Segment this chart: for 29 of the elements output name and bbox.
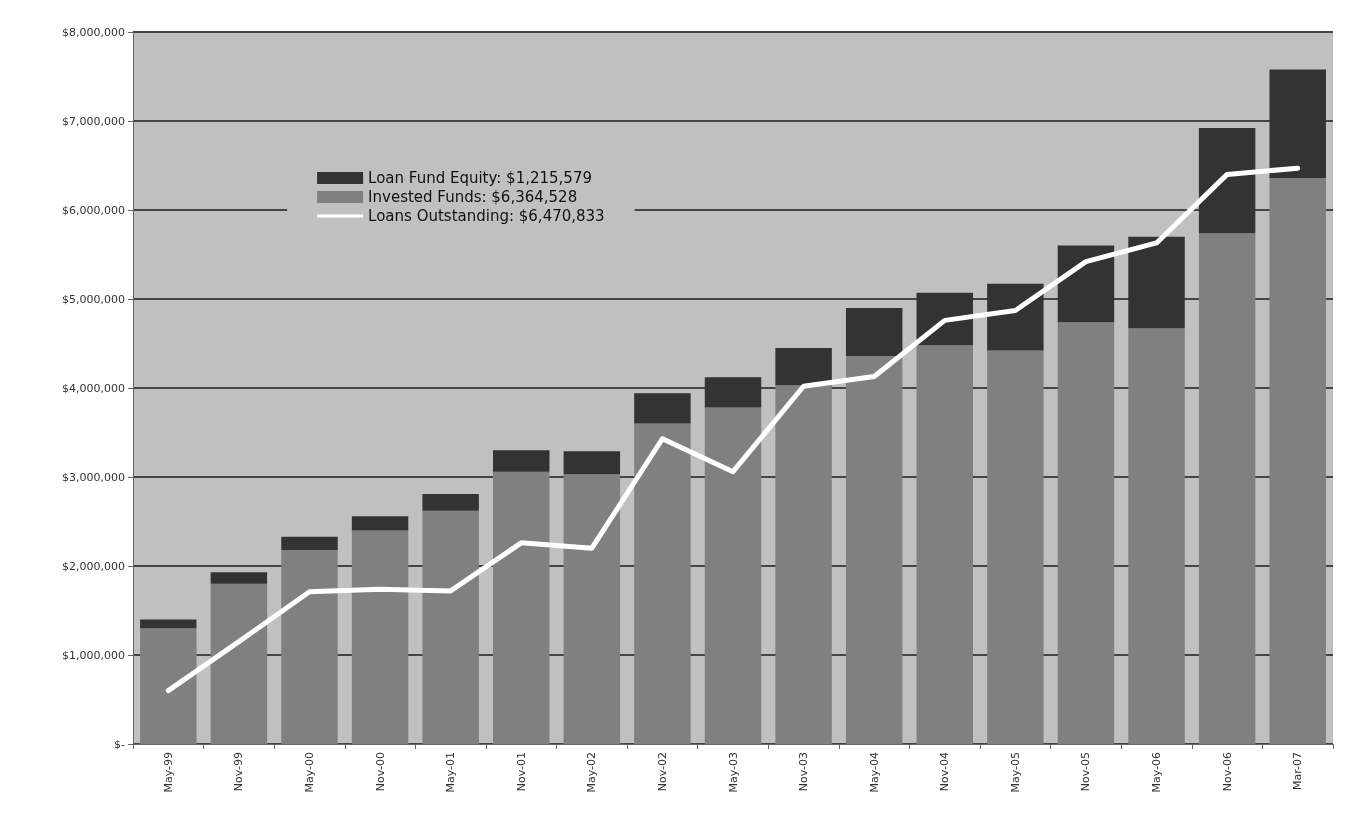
y-tick-label: $7,000,000 xyxy=(62,114,125,128)
legend-label: Loans Outstanding: $6,470,833 xyxy=(368,206,605,225)
y-tick-label: $- xyxy=(114,737,126,751)
y-tick-label: $3,000,000 xyxy=(62,470,125,484)
legend-label: Invested Funds: $6,364,528 xyxy=(368,187,578,206)
x-tick-label: Nov-05 xyxy=(1079,752,1093,792)
x-tick-label: Nov-04 xyxy=(938,752,952,792)
x-tick-label: Nov-01 xyxy=(514,752,528,792)
y-tick-label: $8,000,000 xyxy=(62,25,125,39)
y-tick-label: $6,000,000 xyxy=(62,203,125,217)
x-tick-label: Nov-99 xyxy=(232,752,246,792)
x-tick-label: Mar-07 xyxy=(1291,752,1305,791)
x-tick-label: May-03 xyxy=(726,752,740,793)
x-tick-label: Nov-06 xyxy=(1220,752,1234,792)
x-tick-label: May-04 xyxy=(867,752,881,793)
x-tick-label: Nov-00 xyxy=(373,752,387,792)
x-tick-label: May-99 xyxy=(161,752,175,793)
x-tick-label: May-00 xyxy=(302,752,316,793)
x-tick-label: Nov-02 xyxy=(655,752,669,792)
x-tick-label: May-02 xyxy=(585,752,599,793)
x-tick-label: May-06 xyxy=(1150,752,1164,793)
y-tick-label: $5,000,000 xyxy=(62,292,125,306)
x-tick-label: May-05 xyxy=(1008,752,1022,793)
y-tick-label: $2,000,000 xyxy=(62,559,125,573)
x-tick-label: Nov-03 xyxy=(797,752,811,792)
y-tick-label: $1,000,000 xyxy=(62,648,125,662)
legend-label: Loan Fund Equity: $1,215,579 xyxy=(368,168,592,187)
x-tick-label: May-01 xyxy=(444,752,458,793)
y-tick-label: $4,000,000 xyxy=(62,381,125,395)
